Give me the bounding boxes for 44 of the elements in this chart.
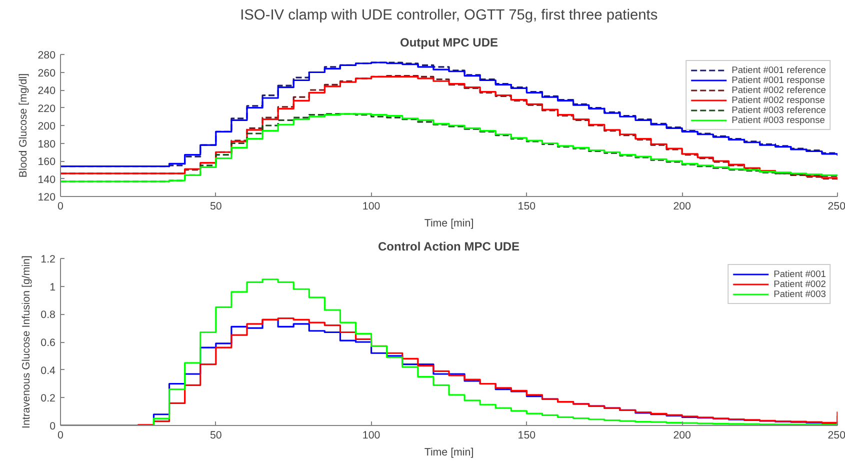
y-tick-label: 140 [38, 174, 56, 186]
y-tick-label: 0.8 [40, 309, 56, 322]
y-tick-label: 280 [38, 50, 56, 62]
y-tick-label: 220 [38, 102, 56, 115]
legend-label: Patient #003 response [732, 115, 825, 125]
x-tick-label: 100 [362, 430, 380, 442]
x-tick-label: 150 [518, 430, 536, 442]
y-tick-label: 0.2 [40, 392, 56, 405]
y-tick-label: 240 [38, 85, 56, 97]
x-tick-label: 50 [210, 430, 222, 442]
y-tick-label: 260 [38, 67, 56, 80]
y-tick-label: 1.2 [40, 254, 56, 266]
y-tick-label: 200 [38, 120, 56, 132]
y-tick-label: 120 [38, 192, 56, 204]
chart-title: ISO-IV clamp with UDE controller, OGTT 75g, first three patients [240, 8, 658, 24]
legend-label: Patient #001 [774, 269, 826, 279]
x-tick-label: 50 [210, 200, 222, 212]
x-tick-label: 200 [673, 430, 692, 442]
y-tick-label: 0.6 [40, 337, 56, 349]
y-tick-label: 160 [38, 156, 56, 168]
chart-title: Control Action MPC UDE [378, 240, 520, 254]
y-axis-title: Intravenous Glucose Infusion [g/min] [20, 255, 33, 428]
legend-label: Patient #001 reference [732, 65, 826, 75]
y-axis-title: Blood Glucose [mg/dl] [18, 73, 30, 178]
x-tick-label: 100 [362, 200, 380, 212]
x-axis-title: Time [min] [424, 218, 474, 230]
x-tick-label: 150 [518, 200, 536, 212]
legend-label: Patient #003 [774, 289, 826, 299]
x-tick-label: 250 [828, 430, 845, 442]
chart-subtitle: Output MPC UDE [400, 36, 498, 50]
legend-label: Patient #002 reference [732, 85, 826, 95]
y-tick-label: 180 [38, 138, 56, 150]
x-tick-label: 250 [828, 200, 845, 212]
x-tick-label: 0 [58, 430, 64, 442]
legend-label: Patient #003 reference [732, 105, 826, 115]
legend-label: Patient #001 response [732, 75, 825, 85]
x-tick-label: 0 [58, 200, 64, 212]
x-axis-title: Time [min] [424, 446, 474, 458]
y-tick-label: 0.4 [40, 364, 56, 377]
x-tick-label: 200 [673, 200, 692, 212]
legend-label: Patient #002 [774, 279, 826, 289]
y-tick-label: 1 [50, 281, 56, 294]
y-tick-label: 0 [50, 420, 56, 432]
legend-label: Patient #002 response [732, 95, 825, 105]
